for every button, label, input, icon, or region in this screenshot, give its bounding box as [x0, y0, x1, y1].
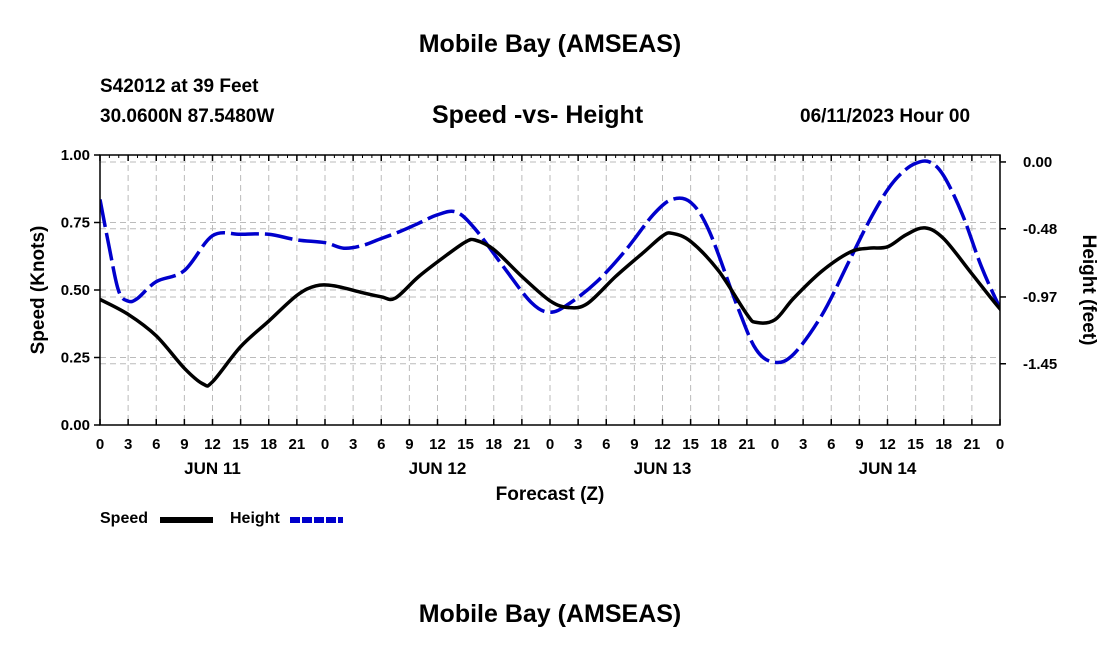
y-axis-left-title: Speed (Knots) [28, 226, 49, 355]
x-tick-label: 12 [204, 436, 221, 453]
x-tick-label: 0 [996, 436, 1004, 453]
y-left-tick-label: 0.00 [61, 417, 90, 434]
x-tick-label: 3 [574, 436, 582, 453]
x-tick-label: 21 [964, 436, 981, 453]
x-tick-label: 12 [654, 436, 671, 453]
x-tick-label: 0 [96, 436, 104, 453]
forecast-date: 06/11/2023 Hour 00 [800, 106, 971, 127]
x-tick-label: 9 [180, 436, 188, 453]
y-left-tick-label: 0.25 [61, 350, 90, 367]
x-tick-label: 6 [377, 436, 385, 453]
x-tick-label: 15 [232, 436, 249, 453]
y-right-tick-label: 0.00 [1023, 154, 1052, 171]
day-label: JUN 13 [634, 459, 692, 478]
x-tick-label: 9 [630, 436, 638, 453]
x-tick-label: 18 [710, 436, 727, 453]
x-tick-label: 21 [739, 436, 756, 453]
day-label: JUN 11 [184, 459, 241, 478]
x-tick-label: 21 [289, 436, 306, 453]
station-label: S42012 at 39 Feet [100, 76, 259, 97]
x-tick-label: 6 [827, 436, 835, 453]
x-tick-label: 3 [799, 436, 807, 453]
x-tick-label: 21 [514, 436, 531, 453]
day-label: JUN 12 [409, 459, 467, 478]
series-layer [100, 159, 1000, 388]
y-right-tick-label: -1.45 [1023, 356, 1057, 373]
y-left-tick-label: 0.75 [61, 215, 90, 232]
x-tick-label: 6 [152, 436, 160, 453]
x-tick-label: 0 [771, 436, 779, 453]
day-label: JUN 14 [859, 459, 917, 478]
x-axis-title: Forecast (Z) [496, 484, 605, 505]
repeated-main-title: Mobile Bay (AMSEAS) [418, 600, 682, 628]
chart-main-title: Mobile Bay (AMSEAS) [418, 30, 682, 58]
axes: 0 3 6 9 12 15 18 21 0 3 6 9 12 15 18 21 0 3 6 9 12 15 18 21 0 3 6 9… [61, 147, 1057, 478]
x-tick-label: 18 [935, 436, 952, 453]
x-tick-label: 3 [349, 436, 357, 453]
grid [100, 155, 1000, 425]
legend-speed-label: Speed [100, 510, 149, 527]
x-tick-label: 0 [546, 436, 554, 453]
x-tick-label: 18 [485, 436, 502, 453]
chart-subtitle: Speed -vs- Height [432, 101, 644, 129]
x-tick-label: 12 [429, 436, 446, 453]
y-right-tick-label: -0.97 [1023, 289, 1057, 306]
height-series-line [100, 159, 1000, 365]
x-tick-label: 3 [124, 436, 132, 453]
x-tick-label: 6 [602, 436, 610, 453]
y-left-tick-label: 0.50 [61, 282, 90, 299]
x-tick-label: 15 [682, 436, 699, 453]
x-tick-label: 15 [907, 436, 924, 453]
y-right-tick-label: -0.48 [1023, 221, 1057, 238]
y-axis-right-title: Height (feet) [1078, 235, 1099, 346]
x-tick-label: 9 [855, 436, 863, 453]
x-tick-label: 0 [321, 436, 329, 453]
x-tick-label: 18 [260, 436, 277, 453]
x-tick-label: 12 [879, 436, 896, 453]
station-coordinates: 30.0600N 87.5480W [100, 106, 275, 127]
x-tick-label: 9 [405, 436, 413, 453]
speed-series-line [100, 226, 1000, 388]
legend-height-label: Height [230, 510, 280, 527]
y-left-tick-label: 1.00 [61, 147, 90, 164]
x-tick-label: 15 [457, 436, 474, 453]
